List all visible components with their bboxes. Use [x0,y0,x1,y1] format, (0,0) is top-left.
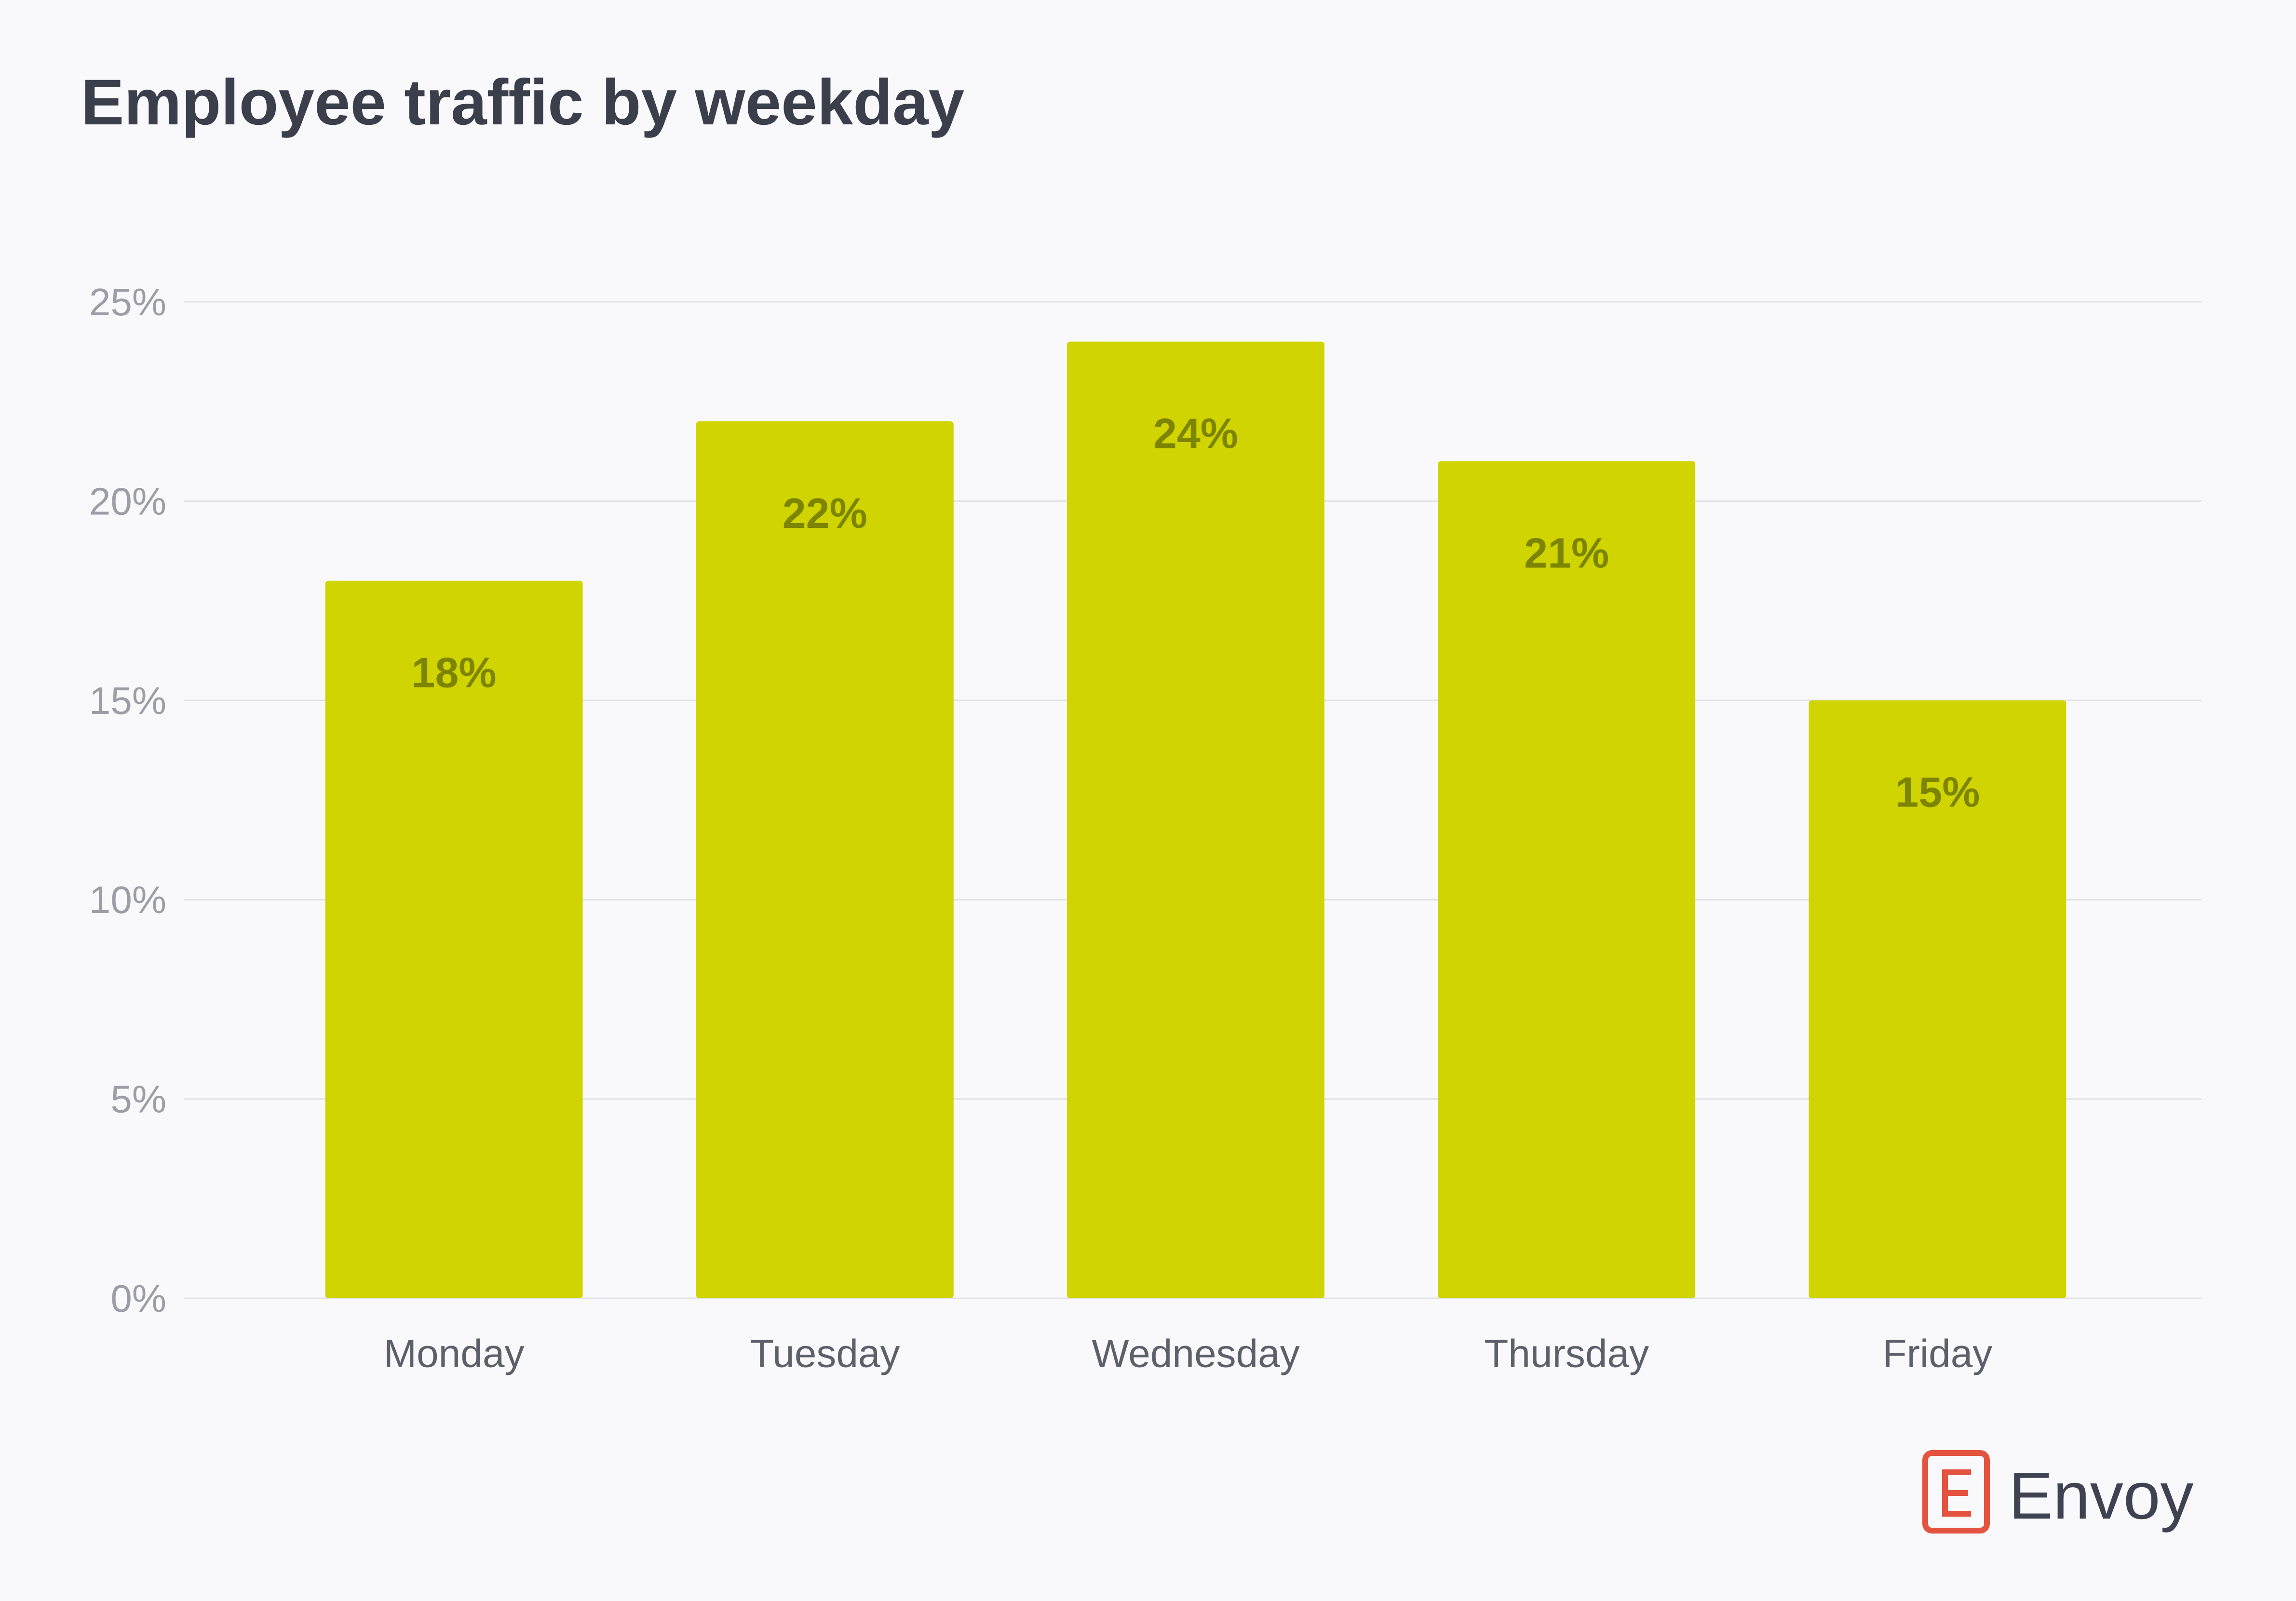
bar-wednesday [1067,341,1324,1299]
y-tick-label-15: 15% [89,679,166,722]
chart-title: Employee traffic by weekday [81,67,964,138]
y-tick-label-20: 20% [89,480,166,523]
envoy-logo-icon [1922,1450,1990,1534]
bar-value-label-friday: 15% [1895,768,1980,816]
y-tick-label-0: 0% [110,1277,166,1320]
x-tick-label-thursday: Thursday [1484,1332,1649,1376]
x-tick-label-wednesday: Wednesday [1092,1332,1300,1376]
bar-value-label-wednesday: 24% [1153,409,1238,457]
y-tick-label-25: 25% [89,281,166,323]
envoy-logo-text: Envoy [2009,1459,2194,1533]
bar-thursday [1438,461,1696,1298]
bar-value-label-thursday: 21% [1524,529,1609,577]
envoy-logo: Envoy [1922,1450,2194,1534]
bar-value-label-tuesday: 22% [783,489,867,537]
x-tick-label-friday: Friday [1882,1332,1992,1376]
bar-friday [1809,700,2066,1298]
y-axis-tick-labels: 0% 5% 10% 15% 20% 25% [89,281,166,1320]
x-tick-label-monday: Monday [384,1332,525,1376]
envoy-logo-icon-frame [1922,1450,1990,1534]
bar-value-labels: 18% 22% 24% 21% 15% [412,409,1980,816]
bar-value-label-monday: 18% [412,649,497,697]
envoy-logo-icon-letter [1942,1469,1971,1517]
y-tick-label-5: 5% [110,1078,166,1121]
y-tick-label-10: 10% [89,878,166,921]
bar-monday [325,580,583,1298]
bar-tuesday [696,421,954,1298]
x-tick-label-tuesday: Tuesday [750,1332,900,1376]
x-axis-tick-labels: Monday Tuesday Wednesday Thursday Friday [384,1332,1993,1376]
bars [325,341,2066,1299]
